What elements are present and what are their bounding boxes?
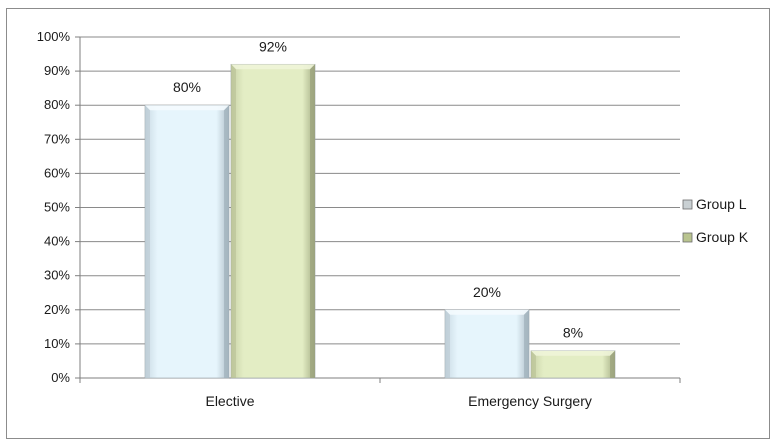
bar-group-l-0 (144, 104, 230, 379)
legend-entry-group-l: Group L (682, 196, 747, 212)
y-tick-label: 80% (44, 97, 70, 112)
legend-entry-group-k: Group K (682, 229, 749, 245)
legend-swatch (682, 232, 693, 243)
y-tick-label: 40% (44, 234, 70, 249)
y-tick-label: 30% (44, 268, 70, 283)
bars (144, 63, 616, 379)
category-label: Elective (205, 393, 254, 409)
category-label: Emergency Surgery (468, 393, 592, 409)
legend-swatch (682, 199, 693, 210)
legend-label: Group K (696, 229, 749, 245)
y-tick-label: 10% (44, 336, 70, 351)
legend-label: Group L (696, 196, 747, 212)
bar-group-l-1 (444, 309, 530, 379)
y-axis-ticks: 0% 10% 20% 30% 40% 50% 60% 70% 80% 90% 100% (37, 29, 71, 385)
y-tick-label: 70% (44, 131, 70, 146)
chart-frame (6, 8, 770, 439)
category-labels: Elective Emergency Surgery (205, 393, 591, 409)
y-tick-label: 0% (51, 370, 70, 385)
bar-group-k-1 (530, 350, 616, 379)
y-tick-label: 20% (44, 302, 70, 317)
data-label: 80% (173, 79, 201, 95)
y-tick-label: 90% (44, 63, 70, 78)
data-label: 20% (473, 284, 501, 300)
bar-group-k-0 (230, 63, 316, 379)
data-labels: 80% 92% 20% 8% (173, 38, 583, 340)
y-tick-label: 60% (44, 165, 70, 180)
data-label: 92% (259, 38, 287, 54)
legend: Group L Group K (682, 196, 749, 245)
y-tick-label: 100% (37, 29, 71, 44)
data-label: 8% (563, 325, 583, 341)
y-tick-label: 50% (44, 200, 70, 215)
